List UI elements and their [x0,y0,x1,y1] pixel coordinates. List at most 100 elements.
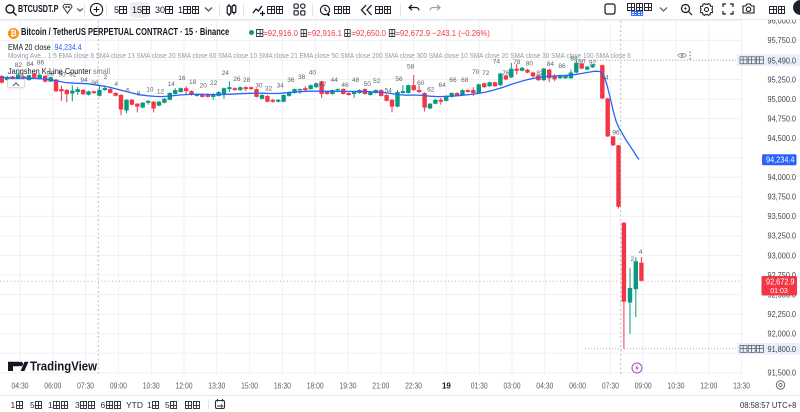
svg-text:06:00: 06:00 [569,382,586,391]
svg-text:94,500.0: 94,500.0 [768,134,797,143]
svg-text:28: 28 [243,77,251,84]
svg-text:93,000.0: 93,000.0 [768,251,797,260]
svg-text:92,750.0: 92,750.0 [768,271,797,280]
svg-text:2: 2 [630,256,634,263]
svg-text:38: 38 [298,74,306,81]
svg-text:84: 84 [547,61,555,68]
svg-text:13:30: 13:30 [208,382,225,391]
svg-text:86: 86 [558,63,566,70]
svg-text:56: 56 [395,76,403,83]
svg-text:44: 44 [331,77,339,84]
svg-text:4: 4 [639,249,643,256]
svg-text:68: 68 [461,77,469,84]
svg-text:10:30: 10:30 [143,382,160,391]
svg-text:95,750.0: 95,750.0 [768,36,797,45]
svg-text:78: 78 [513,59,521,66]
svg-text:54: 54 [385,88,393,95]
svg-text:04:30: 04:30 [12,382,29,391]
svg-text:26: 26 [233,76,241,83]
svg-text:09:00: 09:00 [110,382,127,391]
svg-text:40: 40 [309,70,317,77]
svg-text:22:30: 22:30 [405,382,422,391]
svg-text:86: 86 [37,60,45,67]
svg-text:94,234.4: 94,234.4 [766,156,795,165]
svg-text:22: 22 [210,80,218,87]
svg-text:90: 90 [578,59,586,66]
svg-text:16:30: 16:30 [274,382,291,391]
svg-text:2: 2 [104,74,108,81]
svg-text:32: 32 [265,86,273,93]
svg-text:94,750.0: 94,750.0 [768,114,797,123]
svg-text:94,000.0: 94,000.0 [768,173,797,182]
svg-text:18:00: 18:00 [307,382,324,391]
svg-text:21:00: 21:00 [372,382,389,391]
svg-text:95,250.0: 95,250.0 [768,75,797,84]
svg-text:80: 80 [526,60,534,67]
svg-text:01:30: 01:30 [471,382,488,391]
svg-text:94: 94 [80,77,88,84]
svg-text:19:30: 19:30 [340,382,357,391]
svg-text:82: 82 [536,70,544,77]
svg-text:93,250.0: 93,250.0 [768,232,797,241]
svg-text:10: 10 [146,87,154,94]
svg-text:TradingView: TradingView [30,360,97,374]
svg-text:01:03: 01:03 [770,288,788,295]
svg-text:12: 12 [157,89,165,96]
svg-text:94: 94 [601,75,609,82]
svg-text:96: 96 [91,80,99,87]
svg-text:93,750.0: 93,750.0 [768,193,797,202]
svg-text:84: 84 [26,61,34,68]
svg-text:24: 24 [222,70,230,77]
svg-text:48: 48 [352,77,360,84]
svg-text:10:30: 10:30 [668,382,685,391]
svg-text:09:00: 09:00 [635,382,652,391]
svg-text:82: 82 [15,62,23,69]
svg-text:92,000.0: 92,000.0 [768,330,797,339]
svg-text:90: 90 [58,71,66,78]
svg-text:92: 92 [69,71,77,78]
svg-text:46: 46 [341,82,349,89]
svg-text:66: 66 [449,77,457,84]
svg-text:92,250.0: 92,250.0 [768,310,797,319]
svg-text:92,672.9: 92,672.9 [766,278,795,287]
svg-text:58: 58 [407,63,415,70]
svg-text:76: 76 [502,70,510,77]
svg-text:96: 96 [612,130,620,137]
svg-text:20: 20 [200,83,208,90]
svg-text:93,500.0: 93,500.0 [768,212,797,221]
svg-text:4: 4 [114,81,118,88]
svg-text:62: 62 [427,87,435,94]
svg-text:50: 50 [364,81,372,88]
svg-text:34: 34 [277,83,285,90]
svg-text:42: 42 [319,81,327,88]
svg-text:6: 6 [126,88,130,95]
svg-text:36: 36 [287,77,295,84]
svg-text:03:00: 03:00 [504,382,521,391]
svg-text:95,000.0: 95,000.0 [768,95,797,104]
svg-text:96,000.0: 96,000.0 [768,17,797,26]
svg-text:14: 14 [168,81,176,88]
svg-text:13:30: 13:30 [733,382,750,391]
svg-text:04:30: 04:30 [536,382,553,391]
svg-text:8: 8 [137,91,141,98]
svg-text:30: 30 [255,83,263,90]
svg-text:72: 72 [482,70,490,77]
svg-text:95,490.0: 95,490.0 [768,56,797,65]
svg-text:12:00: 12:00 [700,382,717,391]
svg-text:70: 70 [472,69,480,76]
svg-text:60: 60 [417,80,425,87]
svg-text:88: 88 [570,56,578,63]
svg-text:92: 92 [589,60,597,67]
svg-text:91,500.0: 91,500.0 [768,369,797,378]
svg-text:88: 88 [47,71,55,78]
svg-text:18: 18 [189,79,197,86]
svg-text:06:00: 06:00 [44,382,61,391]
svg-text:64: 64 [439,82,447,89]
svg-text:07:30: 07:30 [602,382,619,391]
svg-text:74: 74 [493,59,501,66]
svg-text:15:00: 15:00 [241,382,258,391]
svg-text:12:00: 12:00 [176,382,193,391]
svg-text:52: 52 [373,78,381,85]
svg-text:07:30: 07:30 [77,382,94,391]
svg-text:91,800.0: 91,800.0 [768,345,797,354]
